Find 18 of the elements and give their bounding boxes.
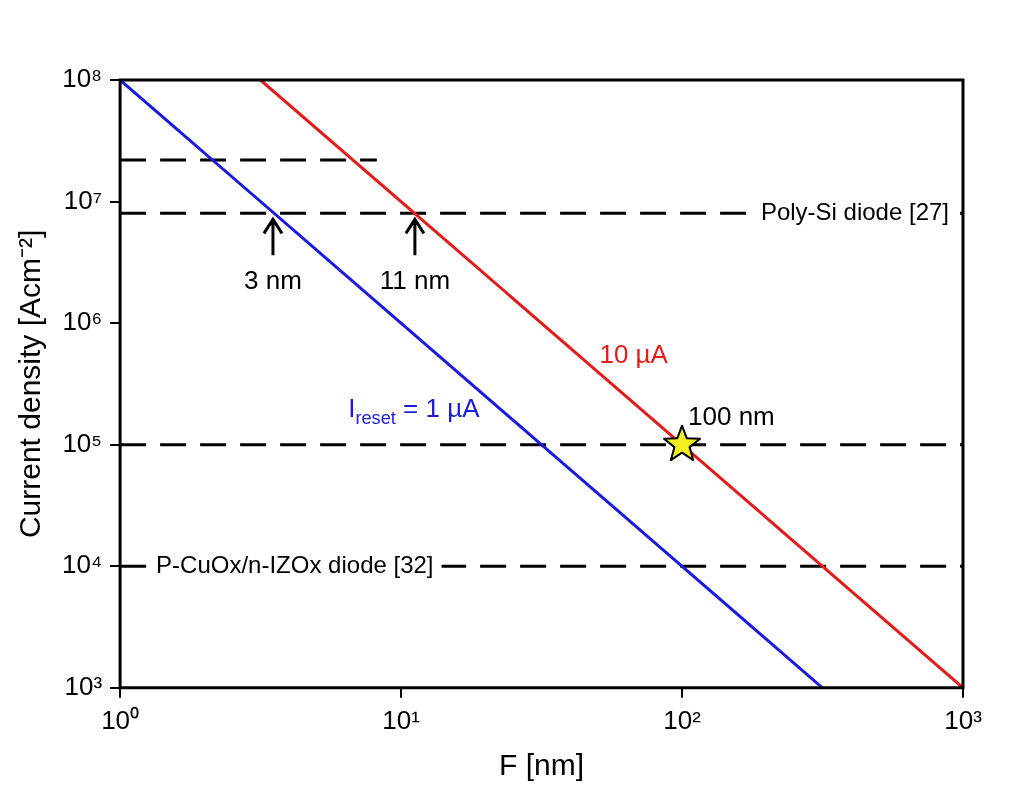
y-tick-label: 10⁴: [62, 549, 103, 580]
ref-line-label: Poly-Si diode [27]: [760, 197, 949, 225]
annotation: 3 nm: [244, 265, 302, 296]
x-tick-label: 10²: [663, 704, 702, 735]
x-axis-title: F [nm]: [499, 748, 585, 782]
y-tick-label: 10³: [64, 670, 103, 701]
y-tick-label: 10⁶: [62, 306, 103, 337]
series-label: 10 µA: [599, 338, 669, 369]
x-tick-label: 10³: [944, 704, 983, 735]
y-axis-title: Current density [Acm⁻²]: [13, 229, 47, 539]
y-tick-label: 10⁷: [63, 184, 103, 215]
annotation: 11 nm: [379, 265, 451, 296]
x-tick-label: 10¹: [382, 704, 421, 735]
y-tick-label: 10⁸: [62, 63, 103, 94]
x-tick-label: 10⁰: [101, 704, 140, 735]
ref-line-label: P-CuOx/n-IZOx diode [32]: [156, 550, 434, 578]
annotation: 100 nm: [688, 400, 775, 431]
y-tick-label: 10⁵: [62, 427, 103, 458]
